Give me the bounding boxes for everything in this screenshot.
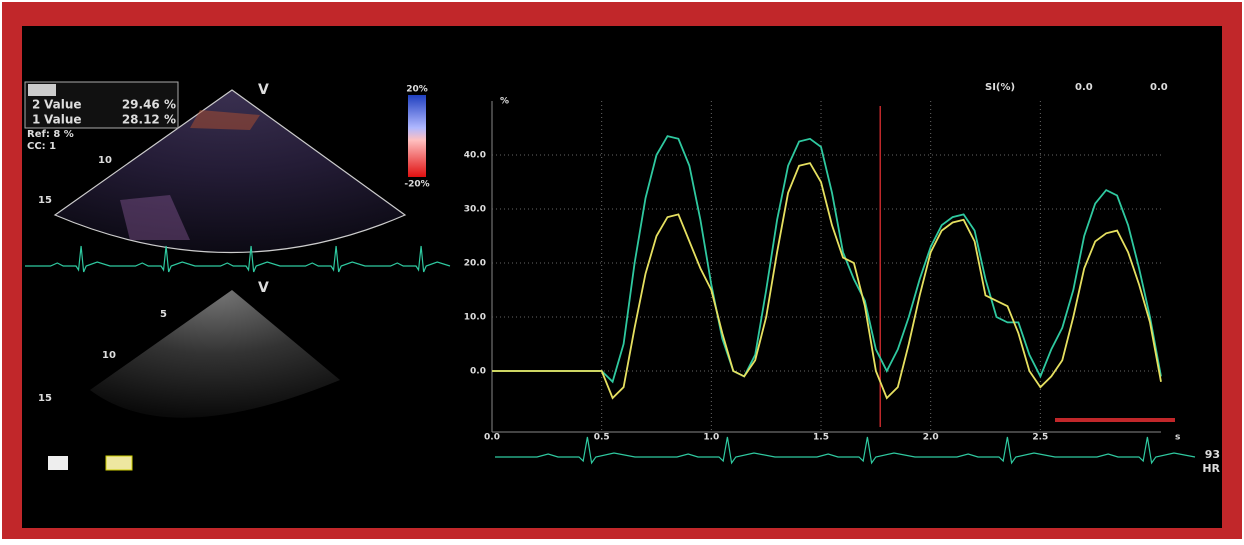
y-tick-label: 30.0 (464, 204, 486, 214)
depth-label: 10 (98, 155, 112, 166)
roi-index: 1 (32, 113, 40, 127)
colorbar-label: 20% (406, 85, 428, 95)
readout: 0.0 (1075, 82, 1093, 93)
cc-label: CC: 1 (27, 141, 56, 152)
depth-label: 5 (160, 309, 167, 320)
x-axis-label: s (1175, 433, 1180, 443)
y-tick-label: 0.0 (470, 366, 486, 376)
screen-bg (22, 26, 1222, 528)
apex-label: V (258, 82, 269, 98)
x-tick-label: 1.5 (813, 433, 829, 443)
depth-label: 10 (102, 350, 116, 361)
roi-icon (28, 84, 56, 96)
roi-value: 29.46 % (122, 98, 176, 112)
x-tick-label: 1.0 (703, 433, 719, 443)
colorbar-label: -20% (404, 180, 429, 190)
screen: 0.010.020.030.040.00.00.51.01.52.02.5s%S… (0, 0, 1244, 541)
roi-label: Value (44, 113, 82, 127)
readout: 0.0 (1150, 82, 1168, 93)
depth-label: 15 (38, 393, 52, 404)
tool-icon[interactable] (48, 456, 68, 470)
y-tick-label: 10.0 (464, 312, 486, 322)
tool-icon[interactable] (106, 456, 132, 470)
x-tick-label: 2.5 (1032, 433, 1048, 443)
hr-value: 93 (1205, 448, 1220, 461)
hr-label: HR (1202, 462, 1220, 475)
y-tick-label: 40.0 (464, 150, 486, 160)
roi-label: Value (44, 98, 82, 112)
x-tick-label: 0.5 (594, 433, 610, 443)
y-axis-label: % (500, 97, 509, 107)
status-bar (1055, 418, 1175, 422)
x-tick-label: 0.0 (484, 433, 500, 443)
roi-value: 28.12 % (122, 113, 176, 127)
roi-index: 2 (32, 98, 40, 112)
x-tick-label: 2.0 (923, 433, 939, 443)
legend-title: SI(%) (985, 82, 1015, 93)
color-bar (408, 95, 426, 177)
y-tick-label: 20.0 (464, 258, 486, 268)
ref-label: Ref: 8 % (27, 129, 74, 140)
apex-label: V (258, 280, 269, 296)
depth-label: 15 (38, 195, 52, 206)
